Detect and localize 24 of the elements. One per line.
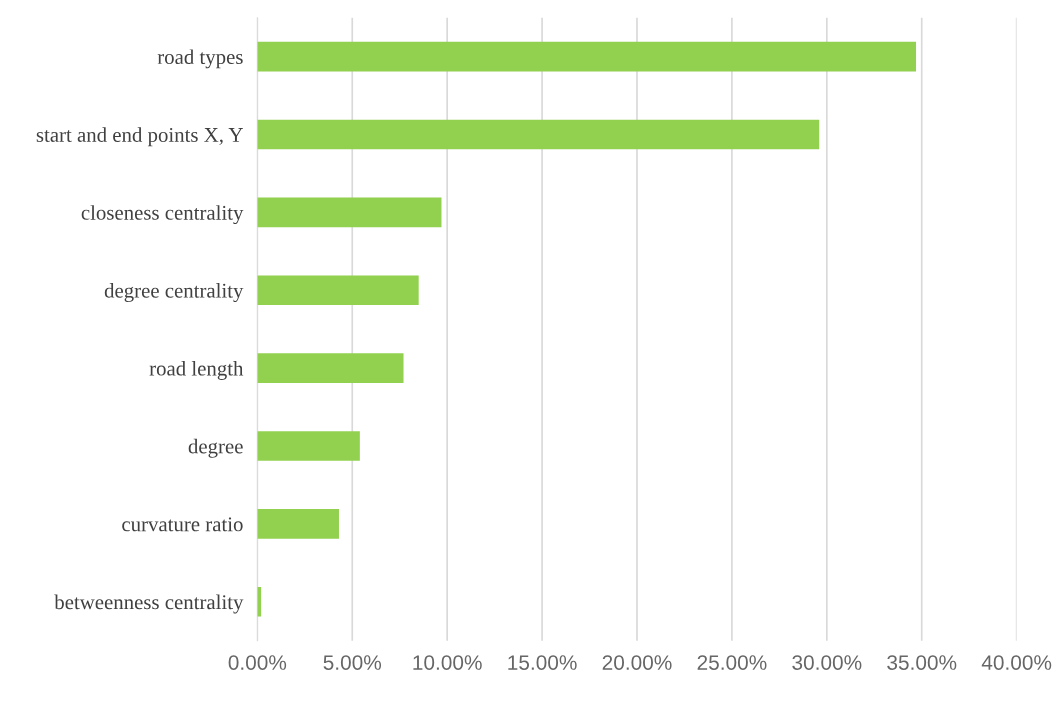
y-tick-label: curvature ratio xyxy=(122,517,243,532)
x-tick-label: 30.00% xyxy=(792,655,862,670)
y-tick-label: betweenness centrality xyxy=(54,594,244,614)
bar xyxy=(257,119,820,150)
x-tick-label: 35.00% xyxy=(887,655,957,670)
y-tick-label: road length xyxy=(149,360,244,380)
x-tick-label: 10.00% xyxy=(413,655,482,670)
bar xyxy=(257,431,360,461)
y-tick-label: degree centrality xyxy=(104,283,244,302)
bar xyxy=(257,509,339,539)
bar xyxy=(257,353,404,383)
x-tick-label: 40.00% xyxy=(981,655,1052,670)
x-tick-label: 25.00% xyxy=(697,655,767,670)
y-tick-label: road types xyxy=(157,49,243,69)
x-tick-label: 20.00% xyxy=(602,655,672,670)
bar xyxy=(257,197,442,228)
y-tick-label: degree xyxy=(188,438,243,458)
y-tick-label: start and end points X, Y xyxy=(36,127,243,147)
bar xyxy=(257,275,419,306)
x-tick-label: 0.00% xyxy=(228,655,287,670)
bar xyxy=(257,41,917,72)
y-tick-label: closeness centrality xyxy=(81,205,244,225)
x-tick-label: 15.00% xyxy=(508,655,577,670)
x-tick-label: 5.00% xyxy=(323,655,382,670)
